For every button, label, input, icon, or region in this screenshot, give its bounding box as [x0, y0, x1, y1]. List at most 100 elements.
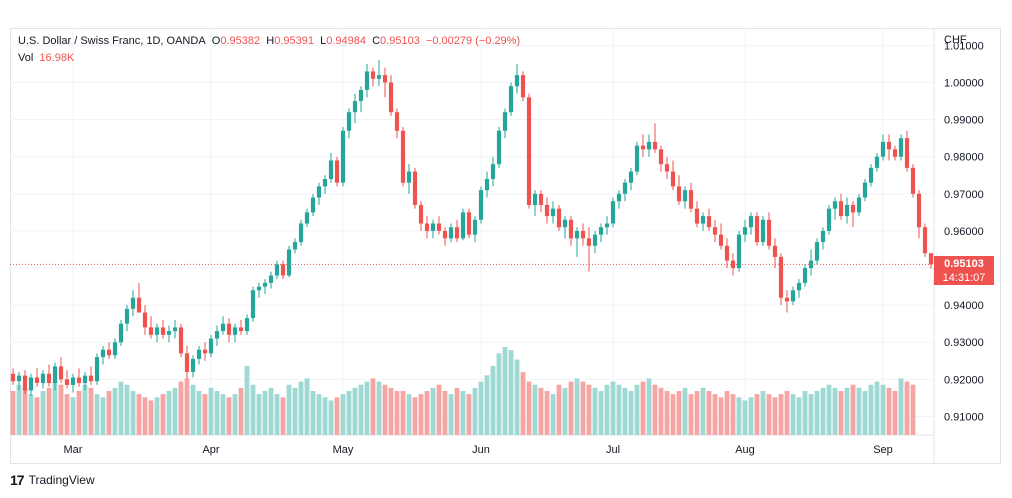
volume-bar	[118, 381, 124, 435]
candle-body	[328, 160, 334, 179]
candle-body	[592, 234, 598, 246]
volume-bar	[286, 384, 292, 435]
volume-bar	[226, 397, 232, 435]
volume-bar	[718, 397, 724, 435]
volume-bar	[892, 391, 898, 435]
candle-body	[574, 230, 580, 239]
volume-bar	[664, 391, 670, 435]
volume-bar	[760, 391, 766, 435]
candle-body	[796, 282, 802, 291]
candle-body	[400, 130, 406, 183]
candle-body	[76, 377, 82, 384]
volume-bar	[628, 391, 634, 435]
volume-bar	[178, 381, 184, 435]
candle-body	[442, 230, 448, 239]
candle-body	[844, 204, 850, 217]
volume-bar	[808, 394, 814, 435]
volume-bar	[640, 381, 646, 435]
volume-bar	[484, 375, 490, 435]
volume-bar	[328, 400, 334, 435]
candle-body	[58, 366, 64, 380]
volume-bar	[874, 381, 880, 435]
volume-bar	[478, 381, 484, 435]
candle-body	[256, 286, 262, 291]
volume-bar	[472, 387, 478, 435]
volume-bar	[532, 384, 538, 435]
candle-body	[508, 86, 514, 113]
volume-bar	[598, 391, 604, 435]
volume-bar	[220, 394, 226, 435]
volume-bar	[610, 381, 616, 435]
candle-body	[154, 327, 160, 335]
volume-bar	[496, 353, 502, 435]
volume-bar	[832, 387, 838, 435]
volume-bar	[514, 359, 520, 435]
volume-bar	[460, 391, 466, 435]
candle-body	[70, 377, 76, 385]
volume-bar	[670, 394, 676, 435]
candle-body	[568, 219, 574, 239]
low-label: L	[320, 35, 327, 47]
candle-body	[724, 245, 730, 261]
candle-body	[64, 379, 70, 385]
volume-bar	[160, 394, 166, 435]
candle-body	[658, 149, 664, 165]
candle-body	[118, 323, 124, 343]
volume-bar	[418, 394, 424, 435]
volume-bar	[184, 378, 190, 435]
volume-bar	[526, 381, 532, 435]
candle-body	[142, 312, 148, 328]
volume-bar	[412, 397, 418, 435]
candle-body	[556, 208, 562, 228]
volume-bar	[466, 394, 472, 435]
y-tick-label: 0.93000	[944, 337, 984, 349]
candle-body	[832, 201, 838, 209]
volume-bar	[862, 391, 868, 435]
volume-label[interactable]: Vol	[18, 52, 34, 64]
candle-body	[358, 89, 364, 102]
chart-svg[interactable]: 1.01000 1.00000 0.99000 0.98000 0.97000 0.960…	[10, 28, 1001, 464]
candle-body	[478, 190, 484, 220]
candle-body	[346, 112, 352, 131]
low-value: 0.94984	[326, 35, 366, 47]
volume-bar	[802, 391, 808, 435]
candle-body	[184, 353, 190, 372]
x-tick-label: Aug	[735, 444, 755, 456]
y-tick-label: 0.94000	[944, 300, 984, 312]
x-tick-label: Mar	[64, 444, 83, 456]
candle-body	[52, 366, 58, 384]
volume-bar	[448, 394, 454, 435]
volume-bar	[616, 384, 622, 435]
candle-body	[376, 75, 382, 79]
volume-bar	[880, 384, 886, 435]
volume-bar	[112, 387, 118, 435]
volume-bar	[826, 384, 832, 435]
candle-body	[748, 216, 754, 228]
candle-body	[364, 71, 370, 90]
volume-bar	[844, 387, 850, 435]
volume-bar	[208, 387, 214, 435]
volume-bar	[70, 397, 76, 435]
volume-bar	[634, 384, 640, 435]
volume-bar	[256, 394, 262, 435]
volume-bar	[190, 384, 196, 435]
volume-bar	[736, 397, 742, 435]
volume-bar	[100, 397, 106, 435]
volume-bar	[490, 365, 496, 435]
candle-body	[34, 377, 40, 384]
volume-bar	[700, 387, 706, 435]
volume-bar	[394, 391, 400, 435]
x-tick-label: Jun	[472, 444, 490, 456]
volume-bar	[742, 400, 748, 435]
candle-body	[202, 349, 208, 354]
candle-body	[868, 167, 874, 183]
candle-body	[892, 149, 898, 157]
volume-bar	[592, 387, 598, 435]
footer[interactable]: 17 TradingView	[10, 472, 95, 488]
symbol-name[interactable]: U.S. Dollar / Swiss Franc, 1D, OANDA	[18, 35, 206, 47]
volume-bar	[28, 394, 34, 435]
volume-bar	[796, 397, 802, 435]
volume-bar	[658, 387, 664, 435]
volume-bar	[52, 381, 58, 435]
candle-body	[238, 327, 244, 332]
